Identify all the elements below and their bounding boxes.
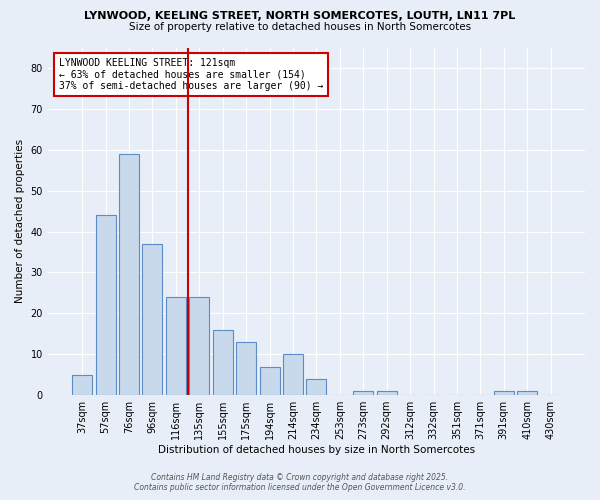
Bar bbox=[213, 330, 233, 395]
Bar bbox=[494, 391, 514, 395]
Bar bbox=[72, 375, 92, 395]
X-axis label: Distribution of detached houses by size in North Somercotes: Distribution of detached houses by size … bbox=[158, 445, 475, 455]
Text: Size of property relative to detached houses in North Somercotes: Size of property relative to detached ho… bbox=[129, 22, 471, 32]
Bar bbox=[95, 215, 116, 395]
Text: Contains HM Land Registry data © Crown copyright and database right 2025.
Contai: Contains HM Land Registry data © Crown c… bbox=[134, 473, 466, 492]
Bar bbox=[307, 379, 326, 395]
Bar bbox=[260, 366, 280, 395]
Bar bbox=[190, 297, 209, 395]
Bar bbox=[119, 154, 139, 395]
Bar bbox=[166, 297, 186, 395]
Bar bbox=[377, 391, 397, 395]
Text: LYNWOOD KEELING STREET: 121sqm
← 63% of detached houses are smaller (154)
37% of: LYNWOOD KEELING STREET: 121sqm ← 63% of … bbox=[59, 58, 323, 91]
Y-axis label: Number of detached properties: Number of detached properties bbox=[15, 140, 25, 304]
Text: LYNWOOD, KEELING STREET, NORTH SOMERCOTES, LOUTH, LN11 7PL: LYNWOOD, KEELING STREET, NORTH SOMERCOTE… bbox=[85, 11, 515, 21]
Bar bbox=[142, 244, 163, 395]
Bar bbox=[283, 354, 303, 395]
Bar bbox=[236, 342, 256, 395]
Bar bbox=[353, 391, 373, 395]
Bar bbox=[517, 391, 537, 395]
